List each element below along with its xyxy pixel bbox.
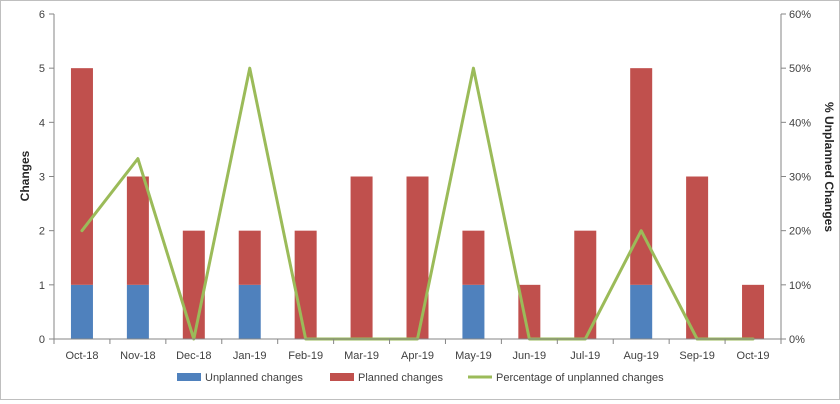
y-tick-label: 6: [39, 9, 45, 21]
y-right-tick-label: 60%: [789, 9, 811, 21]
y-tick-label: 3: [39, 172, 45, 184]
y-tick-label: 1: [39, 280, 45, 292]
legend-swatch: [177, 373, 201, 381]
x-tick-label: Aug-19: [623, 350, 658, 362]
unplanned-changes-bar: [127, 285, 149, 339]
unplanned-changes-bar: [239, 285, 261, 339]
x-tick-label: Jul-19: [570, 350, 600, 362]
left-axis: 0 1 2 3 4 5 6: [39, 9, 54, 346]
planned-changes-bar: [71, 68, 93, 285]
unplanned-changes-bar: [630, 285, 652, 339]
y-axis-title: Changes: [18, 150, 32, 201]
planned-changes-bar: [407, 177, 429, 340]
planned-changes-bar: [239, 231, 261, 285]
planned-changes-bar: [183, 231, 205, 339]
x-tick-label: Mar-19: [344, 350, 379, 362]
planned-changes-bar: [686, 177, 708, 340]
y-right-tick-label: 40%: [789, 117, 811, 129]
y-tick-label: 5: [39, 63, 45, 75]
planned-changes-bar: [295, 231, 317, 339]
y-tick-label: 0: [39, 334, 45, 346]
x-tick-label: Jan-19: [233, 350, 267, 362]
planned-changes-bar: [127, 177, 149, 285]
plot-area: [71, 68, 764, 339]
planned-changes-bar: [351, 177, 373, 340]
legend-label: Unplanned changes: [205, 372, 303, 384]
planned-changes-bar: [630, 68, 652, 285]
x-tick-label: Apr-19: [401, 350, 434, 362]
x-tick-label: Sep-19: [679, 350, 714, 362]
x-tick-label: Nov-18: [120, 350, 155, 362]
x-tick-label: Dec-18: [176, 350, 211, 362]
planned-changes-bar: [462, 231, 484, 285]
planned-changes-bar: [742, 285, 764, 339]
x-tick-label: Oct-19: [737, 350, 770, 362]
y-right-tick-label: 20%: [789, 226, 811, 238]
legend-swatch: [330, 373, 354, 381]
unplanned-changes-bar: [462, 285, 484, 339]
y-right-tick-label: 0%: [789, 334, 805, 346]
legend: Unplanned changes Planned changes Percenta…: [177, 372, 664, 384]
y-tick-label: 4: [39, 117, 45, 129]
x-tick-label: Jun-19: [513, 350, 547, 362]
y-right-tick-label: 30%: [789, 172, 811, 184]
y-right-tick-label: 10%: [789, 280, 811, 292]
planned-changes-bar: [518, 285, 540, 339]
x-tick-label: May-19: [455, 350, 492, 362]
y-tick-label: 2: [39, 226, 45, 238]
y-axis-right-title: % Unplanned Changes: [822, 102, 836, 232]
legend-label: Planned changes: [358, 372, 444, 384]
x-tick-label: Oct-18: [65, 350, 98, 362]
x-axis: Oct-18 Nov-18 Dec-18 Jan-19 Feb-19 Mar-19 Apr-…: [54, 339, 781, 362]
unplanned-changes-bar: [71, 285, 93, 339]
x-tick-label: Feb-19: [288, 350, 323, 362]
y-right-tick-label: 50%: [789, 63, 811, 75]
legend-label: Percentage of unplanned changes: [496, 372, 664, 384]
right-axis: 0% 10% 20% 30% 40% 50% 60%: [781, 9, 811, 346]
